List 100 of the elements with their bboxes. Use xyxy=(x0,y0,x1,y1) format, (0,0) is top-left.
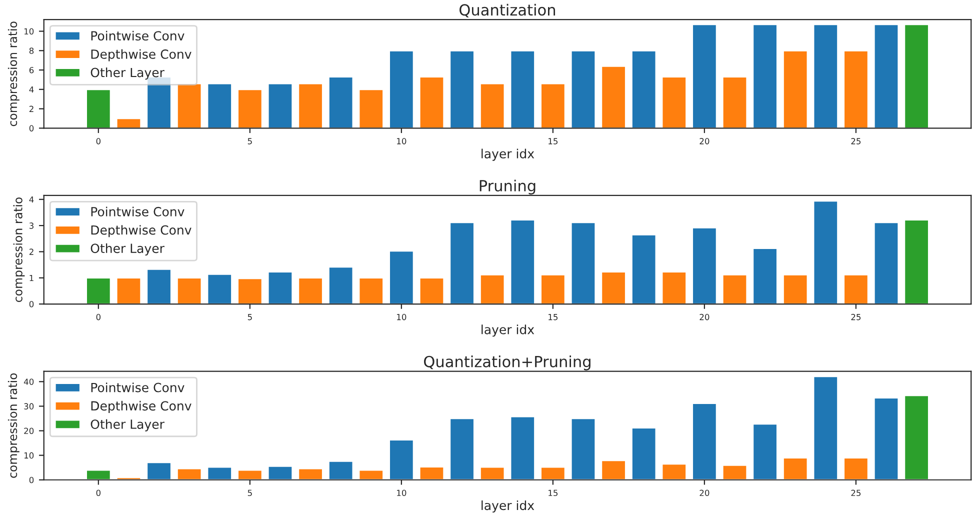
bar xyxy=(600,271,626,304)
x-tick-label: 15 xyxy=(548,138,558,144)
x-axis-title: layer idx xyxy=(482,324,534,337)
y-tick-label: 0 xyxy=(29,125,34,132)
x-tick-label: 5 xyxy=(248,314,252,320)
bar xyxy=(388,250,414,304)
bar xyxy=(692,226,718,304)
bar xyxy=(298,468,324,480)
bar xyxy=(480,274,506,304)
bar xyxy=(904,219,930,304)
chart-title: Quantization+Pruning xyxy=(424,356,590,370)
bar xyxy=(843,50,869,128)
chart-title: Pruning xyxy=(480,180,536,194)
x-axis-title: layer idx xyxy=(482,148,534,161)
bar xyxy=(86,277,112,304)
y-tick-label: 2 xyxy=(29,106,34,112)
x-tick-label: 25 xyxy=(851,490,861,496)
bar xyxy=(812,376,838,480)
x-tick-label: 15 xyxy=(548,314,558,320)
legend-label: Depthwise Conv xyxy=(91,49,192,62)
x-tick-label: 0 xyxy=(96,138,101,144)
x-tick-label: 0 xyxy=(96,314,101,320)
legend-label: Other Layer xyxy=(90,68,164,80)
x-tick-label: 5 xyxy=(248,490,252,496)
bar xyxy=(86,469,112,480)
bar xyxy=(146,462,172,480)
bar xyxy=(449,418,475,480)
y-axis-title: compression ratio xyxy=(8,373,20,478)
bar xyxy=(904,394,930,480)
bar xyxy=(843,274,869,304)
bar xyxy=(631,50,657,128)
bar xyxy=(782,457,808,480)
x-axis-title: layer idx xyxy=(482,500,534,513)
legend-label: Other Layer xyxy=(90,419,164,432)
bar xyxy=(692,402,718,480)
bar xyxy=(873,222,900,304)
x-tick-label: 10 xyxy=(397,314,406,320)
bar xyxy=(752,248,778,304)
bar xyxy=(873,397,900,480)
legend-label: Pointwise Conv xyxy=(91,206,184,216)
bar xyxy=(480,82,506,128)
y-axis-title: compression ratio xyxy=(13,197,25,302)
bar xyxy=(904,24,930,128)
x-tick-label: 10 xyxy=(397,490,406,496)
bar xyxy=(510,50,536,128)
y-tick-label: 1 xyxy=(30,274,34,282)
bar xyxy=(176,468,202,480)
bar xyxy=(328,266,354,304)
bar xyxy=(661,463,687,480)
bar xyxy=(116,118,142,128)
bar xyxy=(418,277,445,304)
bar xyxy=(449,50,475,128)
bar xyxy=(570,418,596,480)
y-tick-label: 40 xyxy=(24,378,34,385)
bar xyxy=(116,277,142,304)
bar xyxy=(206,274,232,304)
bar xyxy=(510,219,536,304)
y-tick-label: 30 xyxy=(24,403,34,410)
bar xyxy=(388,50,414,128)
bar xyxy=(358,277,384,304)
bar xyxy=(328,76,354,128)
y-tick-label: 3 xyxy=(29,222,34,229)
y-tick-label: 10 xyxy=(24,452,34,459)
x-tick-label: 20 xyxy=(700,490,710,496)
bar xyxy=(388,439,414,480)
bar xyxy=(782,50,808,128)
bar xyxy=(449,222,475,304)
y-tick-label: 4 xyxy=(29,86,34,93)
bar xyxy=(237,278,263,304)
y-tick-label: 2 xyxy=(29,248,34,255)
bar xyxy=(146,268,172,304)
bar xyxy=(631,234,657,304)
bar xyxy=(237,88,263,128)
bar xyxy=(328,460,354,480)
bar xyxy=(206,466,232,480)
x-tick-label: 5 xyxy=(248,138,252,144)
bar xyxy=(540,274,566,304)
bar xyxy=(812,200,838,304)
bar xyxy=(267,82,294,128)
bar xyxy=(418,76,445,128)
bar xyxy=(358,88,384,128)
bar xyxy=(600,460,626,480)
bar xyxy=(752,24,778,128)
y-tick-label: 0 xyxy=(29,301,34,308)
x-tick-label: 25 xyxy=(851,314,861,320)
x-tick-label: 20 xyxy=(700,314,710,320)
bar xyxy=(540,82,566,128)
bar xyxy=(206,82,232,128)
bar xyxy=(237,469,263,480)
bar xyxy=(722,464,748,480)
bar xyxy=(570,222,596,304)
bar xyxy=(298,277,324,304)
y-tick-label: 10 xyxy=(24,28,34,35)
x-tick-label: 10 xyxy=(397,138,406,144)
bar xyxy=(176,277,202,304)
bar xyxy=(873,24,900,128)
bar xyxy=(692,24,718,128)
bar xyxy=(722,274,748,304)
x-tick-label: 25 xyxy=(851,138,861,144)
y-tick-label: 8 xyxy=(29,48,34,54)
